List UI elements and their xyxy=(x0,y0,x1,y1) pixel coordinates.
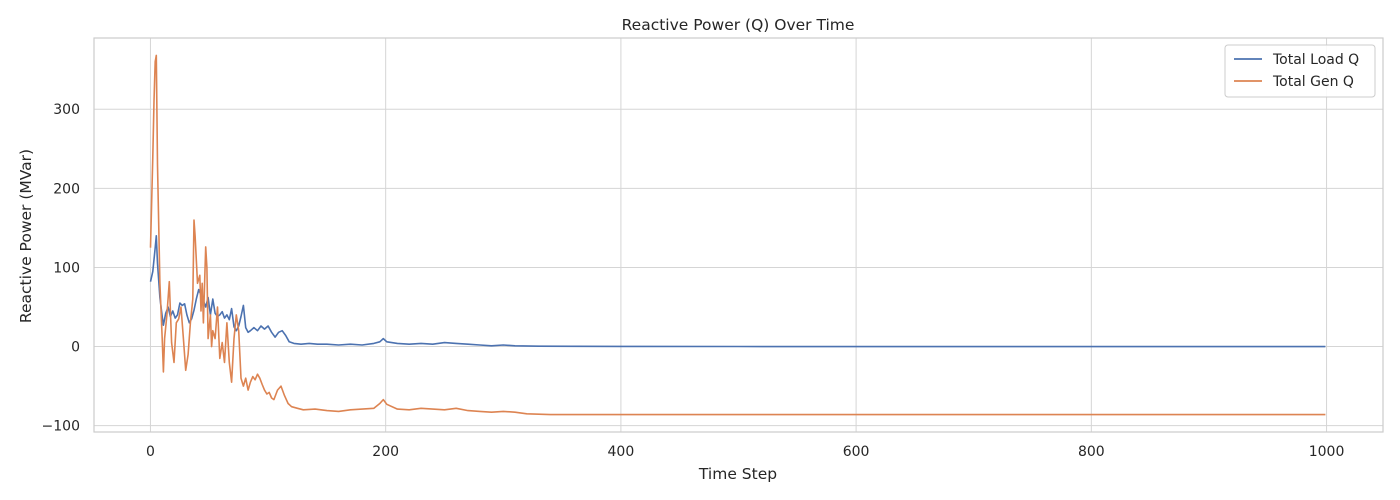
legend-entry: Total Load Q xyxy=(1272,52,1359,68)
y-tick-label: 200 xyxy=(53,181,80,197)
y-axis-label: Reactive Power (MVar) xyxy=(17,149,35,323)
y-tick-label: −100 xyxy=(42,419,80,435)
legend-box xyxy=(1224,44,1376,98)
x-tick-label: 800 xyxy=(1078,444,1105,460)
x-tick-label: 200 xyxy=(372,444,399,460)
y-tick-label: 300 xyxy=(53,102,80,118)
y-tick-label: 0 xyxy=(71,340,80,356)
legend-entry: Total Gen Q xyxy=(1272,74,1354,90)
x-tick-label: 1000 xyxy=(1309,444,1345,460)
x-tick-label: 0 xyxy=(146,444,155,460)
series-line-gen-q xyxy=(149,54,1326,416)
plot-frame xyxy=(93,37,1384,433)
x-axis-label: Time Step xyxy=(698,465,777,483)
grid-lines xyxy=(94,38,1383,432)
series-lines xyxy=(149,54,1326,416)
y-tick-labels: −100 0 100 200 300 xyxy=(42,102,80,434)
chart-title: Reactive Power (Q) Over Time xyxy=(622,16,855,34)
x-tick-labels: 0 200 400 600 800 1000 xyxy=(146,444,1344,460)
legend: Total Load Q Total Gen Q xyxy=(1224,44,1376,98)
x-tick-label: 400 xyxy=(608,444,635,460)
y-tick-label: 100 xyxy=(53,260,80,276)
x-tick-label: 600 xyxy=(843,444,870,460)
series-line-load-q xyxy=(149,235,1326,348)
